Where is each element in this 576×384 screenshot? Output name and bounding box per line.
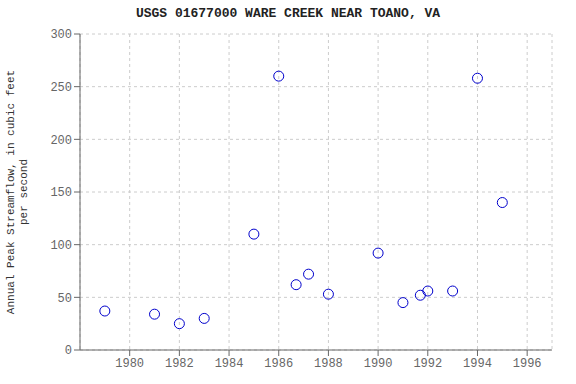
svg-text:0: 0 (65, 344, 72, 358)
svg-text:1984: 1984 (215, 357, 244, 371)
svg-text:150: 150 (50, 186, 72, 200)
svg-text:1992: 1992 (413, 357, 442, 371)
svg-text:50: 50 (58, 292, 72, 306)
svg-text:1996: 1996 (513, 357, 542, 371)
svg-text:250: 250 (50, 81, 72, 95)
svg-text:100: 100 (50, 239, 72, 253)
svg-text:Annual Peak Streamflow, in cub: Annual Peak Streamflow, in cubic feetper… (8, 70, 30, 314)
svg-text:300: 300 (50, 28, 72, 42)
svg-text:1986: 1986 (264, 357, 293, 371)
svg-text:1982: 1982 (165, 357, 194, 371)
svg-text:1994: 1994 (463, 357, 492, 371)
svg-text:1980: 1980 (115, 357, 144, 371)
svg-text:1988: 1988 (314, 357, 343, 371)
svg-text:1990: 1990 (364, 357, 393, 371)
svg-text:200: 200 (50, 134, 72, 148)
html-text:USGS 01677000 WARE CREEK NEAR: USGS 01677000 WARE CREEK NEAR TOANO, VA (135, 6, 441, 21)
